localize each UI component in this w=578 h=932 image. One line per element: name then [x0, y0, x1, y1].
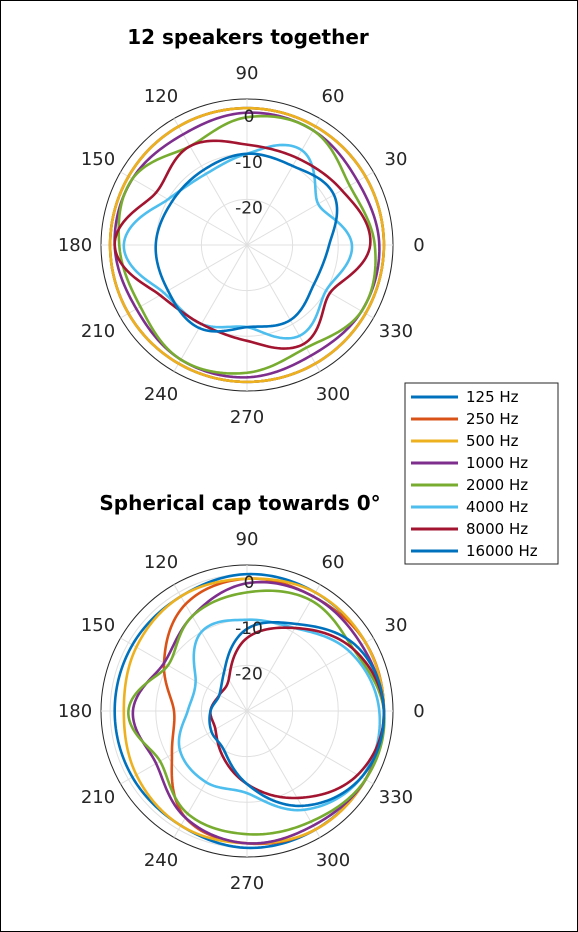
radial-tick-label: -20 — [235, 198, 263, 218]
angle-tick-label: 300 — [316, 850, 350, 871]
series-line-16000-hz — [154, 152, 339, 333]
grid-spoke — [120, 171, 248, 246]
angle-tick-label: 90 — [236, 63, 259, 84]
polar-chart-bottom: Spherical cap towards 0° 0 -10 -20 0 30 60 90 1… — [58, 491, 425, 894]
grid-spoke — [246, 710, 321, 838]
grid-spoke — [120, 244, 248, 319]
radial-tick-label: 0 — [244, 573, 255, 593]
radial-tick-label: -10 — [235, 619, 263, 639]
series-line-2000-hz — [127, 589, 386, 836]
radial-tick-label: 0 — [244, 107, 255, 127]
angle-tick-label: 210 — [81, 787, 115, 808]
grid-spoke — [246, 118, 321, 246]
angle-tick-label: 330 — [379, 321, 413, 342]
legend-label: 16000 Hz — [466, 542, 538, 560]
grid-spoke — [246, 171, 374, 246]
radial-tick-label: -10 — [235, 153, 263, 173]
legend-label: 2000 Hz — [466, 476, 528, 494]
grid-spoke — [120, 710, 248, 785]
angle-tick-label: 30 — [385, 149, 408, 170]
legend-label: 1000 Hz — [466, 454, 528, 472]
angle-tick-label: 330 — [379, 787, 413, 808]
angle-tick-label: 210 — [81, 321, 115, 342]
legend-label: 125 Hz — [466, 388, 519, 406]
legend-label: 4000 Hz — [466, 498, 528, 516]
grid-spoke — [173, 584, 248, 712]
angle-tick-label: 270 — [230, 873, 264, 894]
angle-tick-label: 0 — [413, 701, 424, 722]
angle-tick-label: 30 — [385, 615, 408, 636]
angle-tick-label: 90 — [236, 529, 259, 550]
grid-spoke — [246, 710, 374, 785]
grid-spoke — [246, 584, 321, 712]
grid-spoke — [173, 118, 248, 246]
angle-tick-label: 300 — [316, 384, 350, 405]
angle-tick-label: 240 — [144, 850, 178, 871]
legend-label: 250 Hz — [466, 410, 519, 428]
chart-title: 12 speakers together — [127, 25, 369, 49]
series-line-16000-hz — [208, 620, 386, 808]
radial-tick-label: -20 — [235, 664, 263, 684]
grid-spoke — [246, 244, 374, 319]
angle-tick-label: 270 — [230, 407, 264, 428]
angle-tick-label: 150 — [81, 615, 115, 636]
angle-tick-label: 120 — [144, 552, 178, 573]
angle-tick-label: 150 — [81, 149, 115, 170]
angle-tick-label: 240 — [144, 384, 178, 405]
polar-chart-top: 12 speakers together 0 -10 -20 0 30 60 90 120 15… — [58, 25, 425, 428]
grid-spoke — [120, 637, 248, 712]
angle-tick-label: 0 — [413, 235, 424, 256]
angle-tick-label: 120 — [144, 86, 178, 107]
grid-spoke — [246, 637, 374, 712]
grid-spoke — [173, 710, 248, 838]
series-line-500-hz — [122, 577, 386, 845]
legend-label: 500 Hz — [466, 432, 519, 450]
legend-label: 8000 Hz — [466, 520, 528, 538]
angle-tick-label: 180 — [58, 701, 92, 722]
series-line-1000-hz — [131, 580, 386, 845]
chart-title: Spherical cap towards 0° — [99, 491, 380, 515]
angle-tick-label: 60 — [322, 86, 345, 107]
series-line-2000-hz — [117, 114, 377, 375]
angle-tick-label: 180 — [58, 235, 92, 256]
angle-tick-label: 60 — [322, 552, 345, 573]
series-line-500-hz — [108, 106, 386, 384]
series-line-4000-hz — [122, 143, 354, 340]
legend: 125 Hz 250 Hz 500 Hz 1000 Hz 2000 Hz 4000 Hz 8… — [404, 382, 559, 565]
series-line-8000-hz — [113, 139, 372, 350]
grid-spoke — [246, 244, 321, 372]
grid-spoke — [173, 244, 248, 372]
